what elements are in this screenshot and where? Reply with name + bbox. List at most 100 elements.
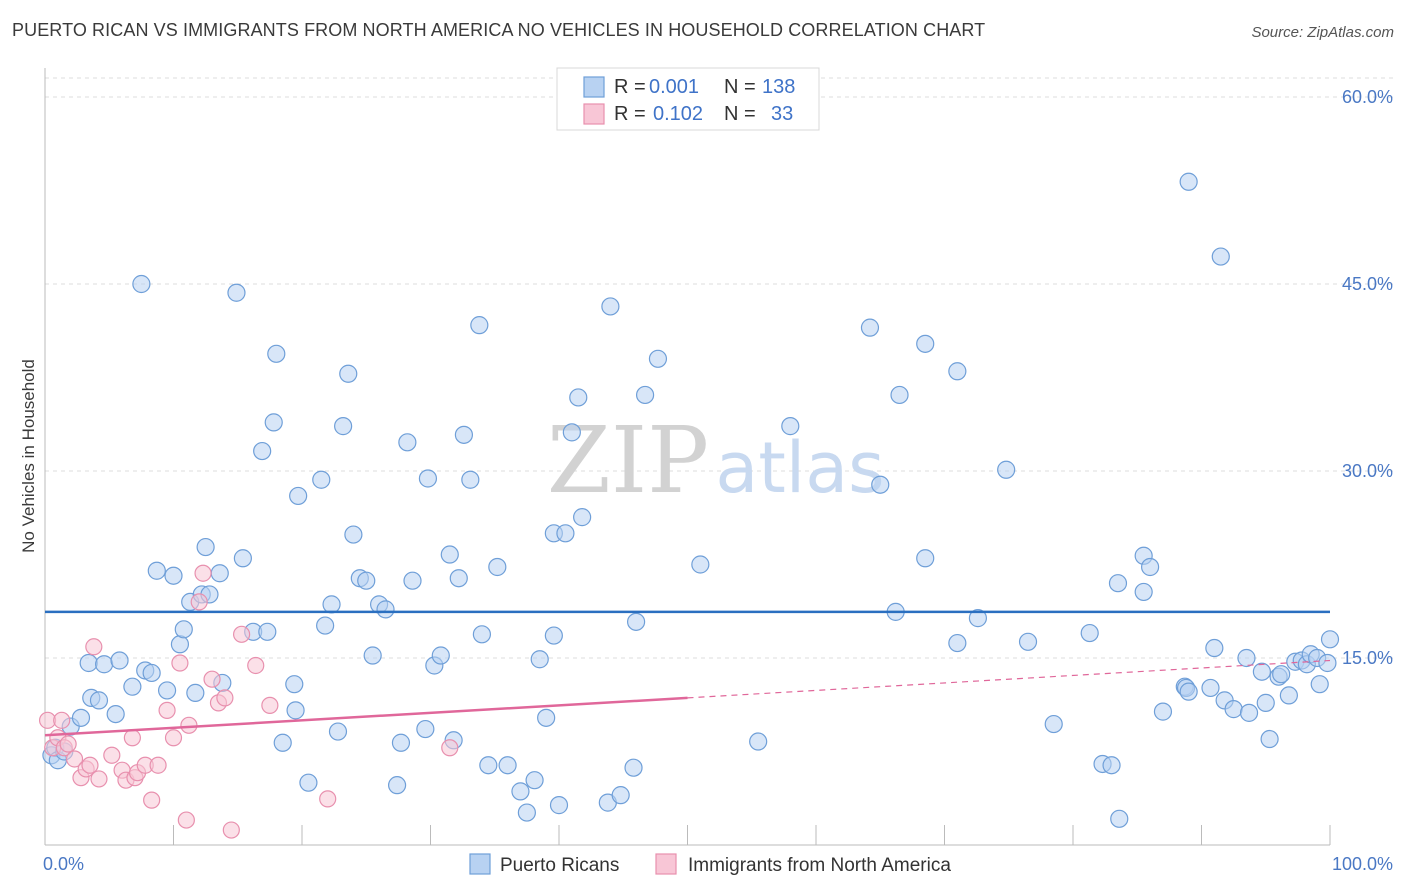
data-point-puerto-ricans — [1102, 756, 1121, 775]
data-point-puerto-ricans — [416, 719, 435, 739]
data-point-puerto-ricans — [1179, 172, 1198, 191]
series-puerto-ricans — [42, 172, 1340, 828]
data-point-puerto-ricans — [273, 733, 292, 752]
data-point-puerto-ricans — [357, 571, 376, 590]
data-point-puerto-ricans — [530, 650, 549, 669]
y-tick-label: 15.0% — [1342, 648, 1393, 668]
data-point-immigrants-north-america — [81, 756, 99, 774]
data-point-puerto-ricans — [601, 297, 620, 316]
data-point-puerto-ricans — [1153, 702, 1173, 721]
chart-source: Source: ZipAtlas.com — [1251, 24, 1394, 41]
data-point-puerto-ricans — [142, 663, 161, 683]
data-point-puerto-ricans — [635, 385, 655, 405]
data-point-puerto-ricans — [132, 274, 151, 294]
data-point-puerto-ricans — [312, 470, 331, 489]
legend-n-value-2: 33 — [771, 103, 793, 125]
data-point-puerto-ricans — [1272, 665, 1291, 684]
bottom-legend-label-pink: Immigrants from North America — [688, 855, 951, 876]
data-point-puerto-ricans — [1252, 662, 1271, 681]
data-point-puerto-ricans — [1239, 703, 1259, 722]
data-point-puerto-ricans — [89, 691, 109, 710]
data-point-puerto-ricans — [781, 417, 800, 436]
data-point-puerto-ricans — [267, 344, 286, 363]
data-point-puerto-ricans — [299, 773, 318, 792]
data-point-puerto-ricans — [549, 796, 569, 815]
legend-box: R = 0.001 N = 138 R = 0.102 N = 33 — [556, 67, 820, 131]
data-point-puerto-ricans — [79, 653, 98, 673]
regression-line-immigrants-dashed — [687, 659, 1331, 699]
legend-r-label-2: R = — [614, 103, 646, 125]
data-point-puerto-ricans — [916, 334, 935, 353]
bottom-legend-label-blue: Puerto Ricans — [500, 855, 619, 876]
data-point-puerto-ricans — [890, 385, 909, 405]
data-point-puerto-ricans — [110, 651, 129, 670]
data-point-immigrants-north-america — [65, 750, 84, 768]
data-point-puerto-ricans — [860, 318, 880, 337]
bottom-legend-swatch-blue — [469, 853, 491, 875]
data-point-puerto-ricans — [431, 646, 450, 665]
x-tick-label: 0.0% — [43, 854, 84, 874]
data-point-puerto-ricans — [322, 595, 341, 614]
data-point-immigrants-north-america — [171, 654, 189, 672]
data-point-puerto-ricans — [196, 537, 215, 557]
data-point-immigrants-north-america — [143, 791, 161, 809]
data-point-immigrants-north-america — [123, 729, 141, 747]
data-point-puerto-ricans — [1224, 700, 1243, 719]
data-point-puerto-ricans — [611, 786, 630, 805]
legend-swatch-blue — [583, 76, 605, 98]
x-tick-label: 100.0% — [1332, 854, 1393, 874]
data-point-immigrants-north-america — [149, 756, 167, 774]
axes — [44, 68, 1331, 846]
bottom-legend: Puerto Ricans Immigrants from North Amer… — [469, 853, 951, 876]
data-point-immigrants-north-america — [222, 821, 240, 839]
data-point-puerto-ricans — [258, 622, 277, 641]
data-point-immigrants-north-america — [261, 696, 279, 714]
data-point-immigrants-north-america — [158, 701, 176, 719]
data-point-puerto-ricans — [525, 771, 544, 790]
data-point-puerto-ricans — [418, 469, 438, 488]
data-point-puerto-ricans — [573, 508, 592, 527]
data-point-immigrants-north-america — [441, 739, 459, 757]
data-point-immigrants-north-america — [85, 638, 103, 656]
data-point-puerto-ricans — [648, 349, 668, 368]
data-point-puerto-ricans — [387, 776, 407, 795]
data-point-puerto-ricans — [253, 441, 272, 461]
data-point-puerto-ricans — [871, 475, 890, 494]
data-point-puerto-ricans — [285, 675, 304, 694]
data-point-puerto-ricans — [328, 722, 348, 741]
data-point-puerto-ricans — [691, 555, 710, 574]
data-point-puerto-ricans — [344, 525, 363, 544]
grid-lines — [45, 77, 1395, 659]
data-point-puerto-ricans — [233, 549, 252, 568]
data-point-puerto-ricans — [95, 655, 114, 674]
data-point-puerto-ricans — [1256, 693, 1275, 712]
chart-title: PUERTO RICAN VS IMMIGRANTS FROM NORTH AM… — [12, 20, 986, 40]
data-point-puerto-ricans — [186, 683, 205, 703]
legend-n-label-2: N = — [724, 103, 756, 125]
data-point-puerto-ricans — [511, 782, 530, 801]
data-point-puerto-ricans — [1018, 632, 1038, 651]
data-point-puerto-ricans — [289, 486, 308, 506]
data-point-puerto-ricans — [376, 600, 395, 619]
y-tick-label: 45.0% — [1342, 274, 1393, 294]
data-point-puerto-ricans — [71, 708, 91, 727]
data-point-puerto-ricans — [403, 571, 422, 590]
legend-r-value-2: 0.102 — [653, 103, 703, 125]
data-point-immigrants-north-america — [194, 564, 212, 582]
data-point-puerto-ricans — [449, 569, 468, 588]
data-point-puerto-ricans — [391, 733, 411, 752]
regression-lines — [44, 610, 1331, 737]
data-point-puerto-ricans — [749, 732, 768, 751]
data-point-puerto-ricans — [470, 316, 489, 335]
bottom-legend-swatch-pink — [655, 853, 677, 875]
legend-swatch-pink — [583, 103, 605, 125]
data-point-puerto-ricans — [147, 561, 166, 580]
data-point-immigrants-north-america — [190, 593, 208, 611]
data-point-puerto-ricans — [1044, 714, 1063, 734]
data-point-puerto-ricans — [556, 524, 575, 543]
data-point-puerto-ricans — [106, 704, 125, 724]
data-point-puerto-ricans — [316, 616, 335, 635]
y-tick-label: 60.0% — [1342, 87, 1393, 107]
watermark-atlas: atlas — [715, 427, 884, 509]
